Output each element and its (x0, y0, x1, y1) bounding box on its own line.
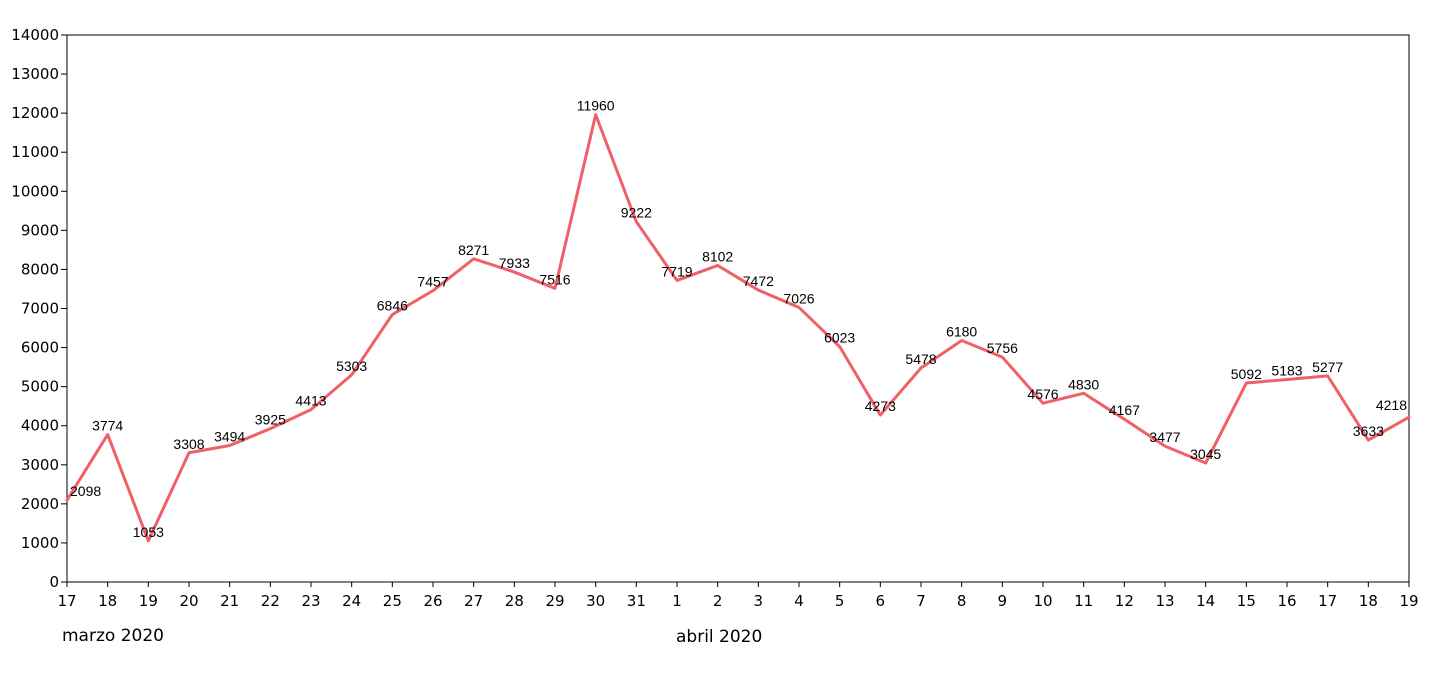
x-tick-label: 14 (1196, 592, 1215, 610)
data-label: 7026 (783, 290, 814, 306)
x-tick-label: 25 (383, 592, 402, 610)
x-axis: 17 18 19 20 21 22 23 24 25 26 27 28 29 30 31 1 2 3 4 5 6 7 8 9 1… (57, 582, 1419, 610)
x-tick-label: 27 (464, 592, 483, 610)
y-tick-label: 9000 (21, 221, 59, 239)
data-label: 11960 (577, 98, 615, 114)
x-tick-label: 26 (423, 592, 442, 610)
plot-area-frame (66, 34, 1410, 583)
data-label: 3774 (92, 418, 123, 434)
x-tick-label: 8 (957, 592, 967, 610)
data-label: 5303 (336, 358, 367, 374)
data-label: 6023 (824, 330, 855, 346)
data-label: 3494 (214, 428, 245, 444)
data-label: 3633 (1353, 423, 1384, 439)
series-line (65, 113, 1411, 543)
y-tick-label: 5000 (21, 378, 59, 396)
x-tick-label: 19 (1399, 592, 1418, 610)
data-label: 3045 (1190, 446, 1221, 462)
x-tick-label: 13 (1155, 592, 1174, 610)
data-label: 1053 (133, 524, 164, 540)
data-label: 4576 (1027, 386, 1058, 402)
y-tick-label: 10000 (11, 182, 59, 200)
x-tick-label: 17 (57, 592, 76, 610)
x-tick-label: 22 (261, 592, 280, 610)
data-label: 4273 (865, 398, 896, 414)
month-label-april: abril 2020 (676, 627, 762, 647)
month-label-march: marzo 2020 (62, 626, 164, 646)
x-tick-label: 9 (998, 592, 1008, 610)
x-tick-label: 4 (794, 592, 804, 610)
y-tick-label: 6000 (21, 339, 59, 357)
data-label: 5183 (1271, 362, 1302, 378)
data-label: 5756 (987, 340, 1018, 356)
y-tick-label: 11000 (11, 143, 59, 161)
data-label: 4218 (1376, 397, 1407, 413)
y-tick-label: 7000 (21, 300, 59, 318)
x-tick-label: 31 (627, 592, 646, 610)
y-axis: 0 1000 2000 3000 4000 5000 6000 7000 8000 9000 100… (11, 26, 67, 591)
x-tick-label: 17 (1318, 592, 1337, 610)
y-tick-label: 13000 (11, 65, 59, 83)
data-label: 8102 (702, 248, 733, 264)
y-tick-label: 3000 (21, 456, 59, 474)
data-label: 8271 (458, 242, 489, 258)
data-label: 6180 (946, 324, 977, 340)
y-tick-label: 0 (49, 573, 59, 591)
x-tick-label: 10 (1033, 592, 1052, 610)
x-tick-label: 16 (1277, 592, 1296, 610)
data-label: 2098 (70, 483, 101, 499)
x-tick-label: 30 (586, 592, 605, 610)
x-tick-label: 1 (672, 592, 682, 610)
x-tick-label: 7 (916, 592, 926, 610)
data-label: 7719 (661, 263, 692, 279)
data-label: 4167 (1109, 402, 1140, 418)
x-tick-label: 28 (505, 592, 524, 610)
x-tick-label: 18 (1359, 592, 1378, 610)
data-label: 7457 (417, 274, 448, 290)
x-tick-label: 24 (342, 592, 361, 610)
x-tick-label: 12 (1115, 592, 1134, 610)
x-tick-label: 19 (139, 592, 158, 610)
data-label: 6846 (377, 298, 408, 314)
data-label: 3477 (1149, 429, 1180, 445)
data-label: 3925 (255, 412, 286, 428)
data-labels: 2098 3774 1053 3308 3494 3925 4413 5303 6846 7457… (66, 98, 1410, 541)
data-label: 5092 (1231, 366, 1262, 382)
data-label: 7516 (539, 271, 570, 287)
x-tick-label: 3 (754, 592, 764, 610)
data-label: 4413 (295, 393, 326, 409)
y-tick-label: 1000 (21, 534, 59, 552)
x-tick-label: 15 (1237, 592, 1256, 610)
data-label: 5478 (905, 351, 936, 367)
data-label: 5277 (1312, 359, 1343, 375)
x-tick-label: 20 (179, 592, 198, 610)
x-tick-label: 2 (713, 592, 723, 610)
y-tick-label: 12000 (11, 104, 59, 122)
data-label: 9222 (621, 205, 652, 221)
x-tick-label: 18 (98, 592, 117, 610)
x-tick-label: 6 (876, 592, 886, 610)
y-tick-label: 4000 (21, 417, 59, 435)
y-tick-label: 8000 (21, 260, 59, 278)
data-label: 7933 (499, 255, 530, 271)
data-label: 3308 (173, 436, 204, 452)
x-tick-label: 11 (1074, 592, 1093, 610)
y-tick-label: 14000 (11, 26, 59, 44)
x-tick-label: 23 (301, 592, 320, 610)
x-tick-label: 29 (545, 592, 564, 610)
data-label: 7472 (743, 273, 774, 289)
x-tick-label: 21 (220, 592, 239, 610)
y-tick-label: 2000 (21, 495, 59, 513)
data-label: 4830 (1068, 376, 1099, 392)
x-tick-label: 5 (835, 592, 845, 610)
